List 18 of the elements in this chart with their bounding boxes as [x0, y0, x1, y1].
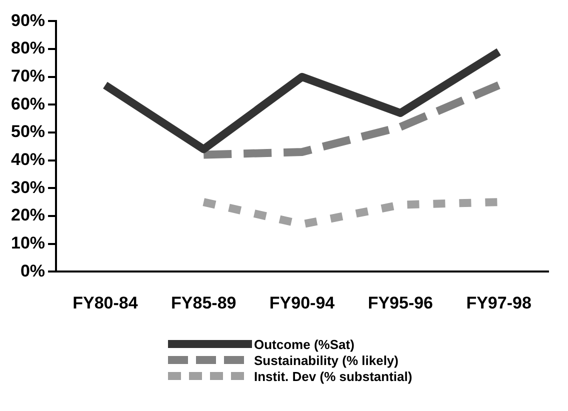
y-tick-label: 50%: [10, 122, 46, 142]
y-tick-label: 20%: [10, 206, 46, 225]
x-tick-label: FY95-96: [368, 293, 434, 312]
x-tick-label: FY80-84: [72, 293, 138, 312]
y-tick-label: 10%: [10, 233, 46, 252]
legend-label: Instit. Dev (% substantial): [254, 368, 412, 384]
y-tick-label: 0%: [20, 261, 46, 280]
y-tick-label: 70%: [10, 66, 46, 86]
y-tick-label: 40%: [10, 150, 46, 169]
y-tick-label: 30%: [10, 178, 46, 197]
y-tick-label: 80%: [10, 38, 46, 58]
y-tick-label: 60%: [10, 94, 46, 114]
x-tick-label: FY97-98: [466, 293, 532, 312]
y-tick-label: 90%: [10, 10, 46, 30]
x-tick-label: FY85-89: [171, 293, 236, 312]
legend-label: Sustainability (% likely): [254, 352, 398, 368]
x-tick-label: FY90-94: [269, 293, 336, 312]
legend-label: Outcome (%Sat): [254, 336, 354, 352]
